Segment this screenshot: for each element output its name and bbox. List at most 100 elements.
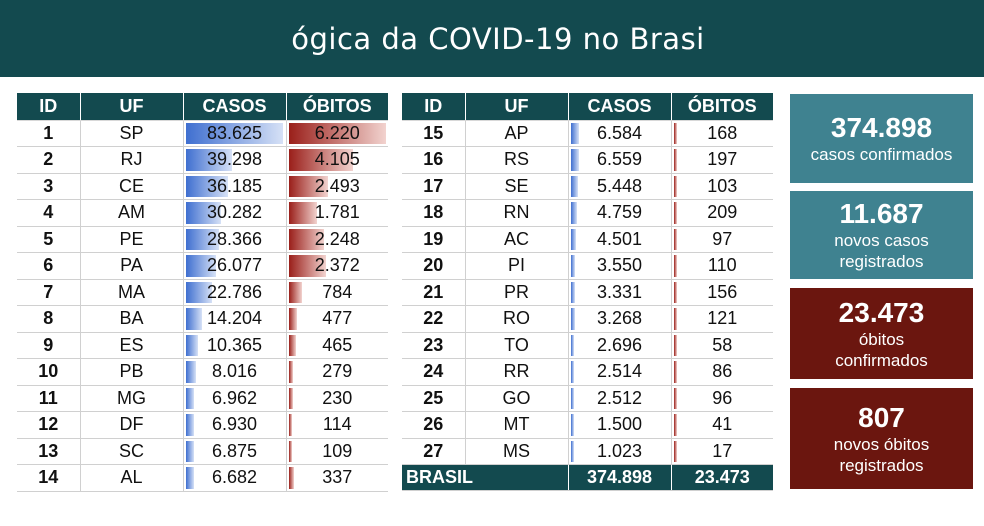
- obitos-cell: 156: [671, 279, 773, 306]
- state-uf: RS: [465, 146, 569, 174]
- table-row: 10 PB 8.016 279: [17, 358, 388, 386]
- state-uf: TO: [465, 332, 569, 359]
- casos-cell: 30.282: [183, 199, 287, 227]
- obitos-cell: 86: [671, 358, 773, 386]
- obitos-bar: [673, 122, 677, 144]
- obitos-value: 784: [322, 281, 353, 302]
- table-row: 11 MG 6.962 230: [17, 385, 388, 412]
- obitos-value: 156: [707, 281, 738, 302]
- state-uf: AP: [465, 120, 569, 147]
- table-row: 7 MA 22.786 784: [17, 279, 388, 306]
- state-uf: BA: [80, 305, 184, 333]
- card-novos-obitos: 807 novos óbitos registrados: [790, 388, 973, 489]
- state-id: 26: [402, 411, 466, 439]
- state-id: 20: [402, 252, 466, 280]
- casos-cell: 1.500: [568, 411, 672, 439]
- casos-cell: 6.584: [568, 120, 672, 147]
- col-header-uf: UF: [465, 93, 569, 121]
- obitos-value: 121: [707, 308, 738, 329]
- obitos-cell: 6.220: [286, 120, 388, 147]
- obitos-cell: 17: [671, 438, 773, 465]
- obitos-bar: [673, 202, 677, 224]
- table-row: 25 GO 2.512 96: [402, 385, 773, 412]
- obitos-value: 114: [322, 414, 352, 435]
- state-uf: RO: [465, 305, 569, 333]
- obitos-value: 4.105: [314, 149, 360, 170]
- state-id: 25: [402, 385, 466, 412]
- obitos-bar: [673, 440, 677, 462]
- obitos-bar: [288, 334, 296, 356]
- obitos-value: 209: [707, 202, 738, 223]
- obitos-cell: 96: [671, 385, 773, 412]
- casos-value: 28.366: [206, 228, 263, 249]
- casos-bar: [185, 308, 202, 330]
- casos-value: 2.512: [596, 387, 643, 408]
- state-id: 6: [17, 252, 81, 280]
- col-header-uf: UF: [80, 93, 184, 121]
- casos-value: 1.500: [596, 414, 643, 435]
- obitos-bar: [288, 202, 317, 224]
- state-uf: DF: [80, 411, 184, 439]
- state-id: 12: [17, 411, 81, 439]
- obitos-value: 2.372: [314, 255, 360, 276]
- casos-bar: [185, 122, 283, 144]
- casos-bar: [185, 175, 228, 197]
- obitos-bar: [673, 228, 677, 250]
- obitos-cell: 2.493: [286, 173, 388, 200]
- casos-value: 1.023: [596, 440, 643, 461]
- state-uf: SE: [465, 173, 569, 200]
- table-header-row: ID UF CASOS ÓBITOS: [17, 93, 388, 121]
- casos-bar: [185, 467, 194, 489]
- casos-cell: 1.023: [568, 438, 672, 465]
- card-value: 23.473: [838, 296, 925, 328]
- casos-bar: [185, 361, 196, 383]
- obitos-value: 97: [712, 228, 733, 249]
- state-id: 17: [402, 173, 466, 200]
- casos-bar: [570, 175, 578, 197]
- obitos-value: 230: [322, 387, 353, 408]
- casos-bar: [185, 255, 216, 277]
- casos-value: 6.559: [596, 149, 643, 170]
- casos-cell: 26.077: [183, 252, 287, 280]
- table-row: 20 PI 3.550 110: [402, 252, 773, 280]
- obitos-value: 1.781: [314, 202, 360, 223]
- state-uf: PB: [80, 358, 184, 386]
- obitos-bar: [673, 175, 677, 197]
- state-id: 4: [17, 199, 81, 227]
- title-banner: ógica da COVID-19 no Brasi: [0, 0, 984, 77]
- obitos-value: 86: [712, 361, 733, 382]
- obitos-bar: [288, 281, 302, 303]
- casos-cell: 36.185: [183, 173, 287, 200]
- table-row: 3 CE 36.185 2.493: [17, 173, 388, 200]
- casos-value: 3.550: [596, 255, 643, 276]
- casos-cell: 8.016: [183, 358, 287, 386]
- casos-bar: [570, 255, 575, 277]
- casos-cell: 3.331: [568, 279, 672, 306]
- col-header-casos: CASOS: [568, 93, 672, 121]
- table-row: 15 AP 6.584 168: [402, 120, 773, 147]
- obitos-bar: [673, 334, 677, 356]
- obitos-bar: [673, 387, 677, 409]
- state-uf: AL: [80, 464, 184, 492]
- casos-bar: [570, 122, 579, 144]
- obitos-cell: 121: [671, 305, 773, 333]
- obitos-value: 6.220: [314, 122, 360, 143]
- casos-value: 6.875: [211, 440, 258, 461]
- casos-bar: [185, 440, 194, 462]
- casos-value: 2.514: [596, 361, 643, 382]
- obitos-cell: 477: [286, 305, 388, 333]
- obitos-bar: [288, 149, 353, 171]
- casos-value: 22.786: [206, 281, 263, 302]
- obitos-cell: 97: [671, 226, 773, 253]
- table-row: 17 SE 5.448 103: [402, 173, 773, 200]
- state-id: 15: [402, 120, 466, 147]
- table-header-row: ID UF CASOS ÓBITOS: [402, 93, 773, 121]
- casos-bar: [570, 228, 576, 250]
- state-uf: MA: [80, 279, 184, 306]
- casos-bar: [570, 361, 574, 383]
- casos-cell: 6.962: [183, 385, 287, 412]
- casos-value: 3.331: [596, 281, 643, 302]
- obitos-cell: 784: [286, 279, 388, 306]
- casos-cell: 6.682: [183, 464, 287, 492]
- obitos-value: 168: [707, 122, 738, 143]
